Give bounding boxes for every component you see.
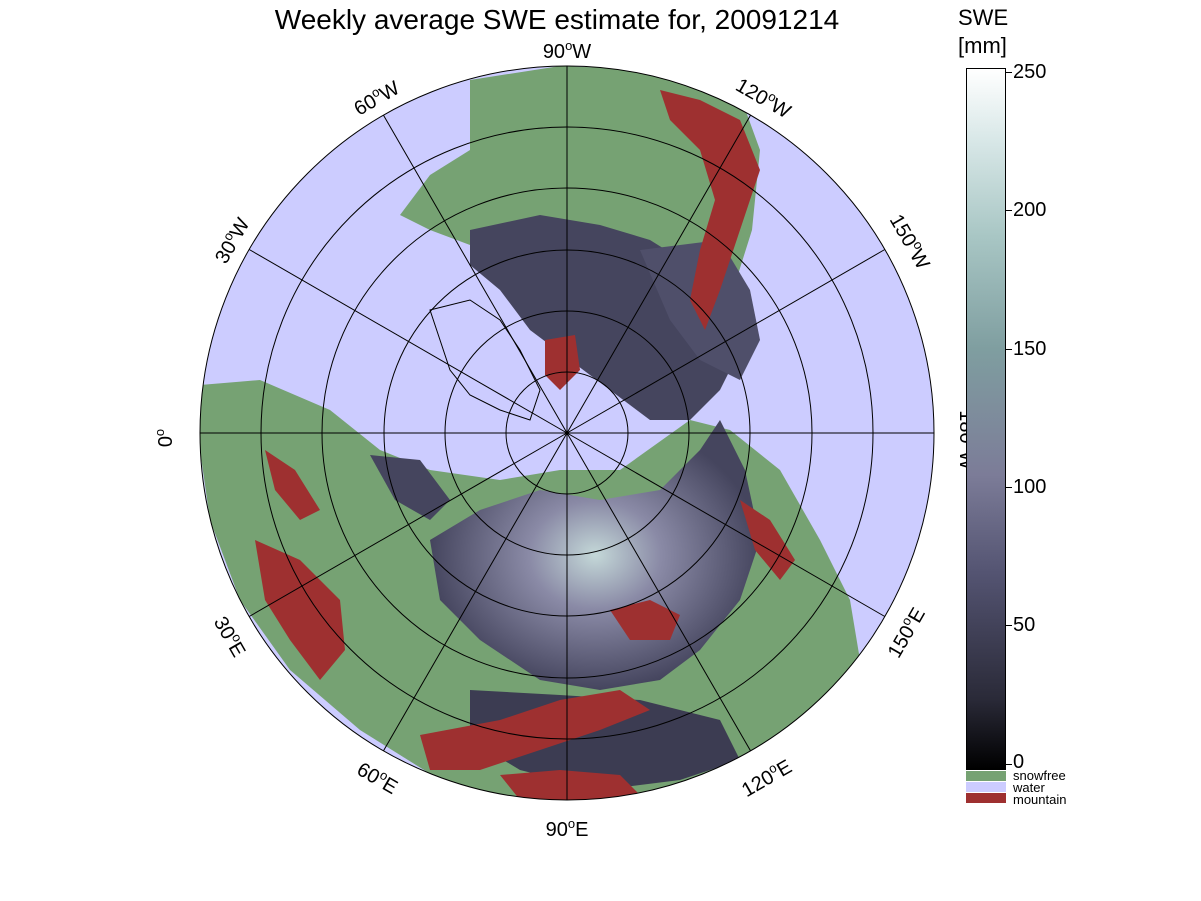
mountain-baffin: [545, 335, 580, 390]
colorbar-tick: [1006, 210, 1012, 211]
colorbar-tick-label: 250: [1013, 61, 1047, 83]
lon-label-120e: 120oE: [737, 753, 796, 802]
colorbar-tick: [1006, 764, 1012, 765]
legend-swatch-snowfree: [966, 771, 1006, 781]
colorbar-tick: [1006, 625, 1012, 626]
mountain-alps: [255, 540, 345, 680]
lon-label-90e: 90oE: [546, 816, 589, 841]
eurasia-snow: [430, 420, 760, 690]
mountain-east-siberia: [740, 500, 795, 580]
colorbar-tick-label: 100: [1013, 476, 1047, 498]
mountain-scandinavia: [265, 450, 320, 520]
mountain-tibet: [500, 770, 640, 800]
colorbar-tick-label: 0: [1013, 751, 1025, 773]
colorbar-title: SWE [mm]: [958, 4, 1008, 60]
mountain-himalaya: [420, 690, 650, 770]
colorbar-tick: [1006, 72, 1012, 73]
graticule: [200, 66, 934, 800]
legend-label-snowfree: snowfree: [1013, 768, 1066, 783]
lon-label-150e: 150oE: [881, 603, 930, 662]
lon-label-30e: 30oE: [209, 611, 252, 661]
mountain-rockies: [660, 90, 760, 330]
legend-swatch-water: [966, 782, 1006, 792]
scandinavia-snow: [370, 455, 450, 520]
lon-label-60e: 60oE: [353, 756, 403, 799]
colorbar-title-line1: SWE: [958, 5, 1009, 30]
legend-label-water: water: [1013, 780, 1045, 795]
mountain-central-siberia: [610, 600, 680, 640]
legend-label-mountain: mountain: [1013, 792, 1067, 807]
map-border: [199, 65, 935, 801]
colorbar-tick: [1006, 349, 1012, 350]
lon-label-90w: 90oW: [543, 38, 591, 63]
colorbar-tick-label: 150: [1013, 338, 1047, 360]
colorbar-tick-label: 200: [1013, 199, 1047, 221]
colorbar-tick: [1006, 487, 1012, 488]
legend-swatch-mountain: [966, 793, 1006, 803]
colorbar-title-line2: [mm]: [958, 33, 1007, 58]
lon-label-0: 0o: [152, 429, 177, 447]
colorbar-tick-label: 50: [1013, 614, 1036, 636]
swe-colorbar: [966, 68, 1006, 770]
greenland: [429, 299, 541, 421]
map-title: Weekly average SWE estimate for, 2009121…: [274, 4, 840, 35]
